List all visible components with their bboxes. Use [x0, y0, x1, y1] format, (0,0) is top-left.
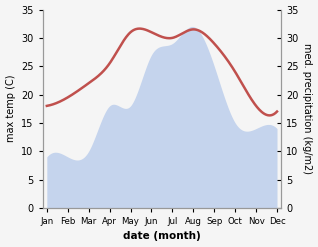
Y-axis label: max temp (C): max temp (C) [5, 75, 16, 143]
Y-axis label: med. precipitation (kg/m2): med. precipitation (kg/m2) [302, 43, 313, 174]
X-axis label: date (month): date (month) [123, 231, 201, 242]
